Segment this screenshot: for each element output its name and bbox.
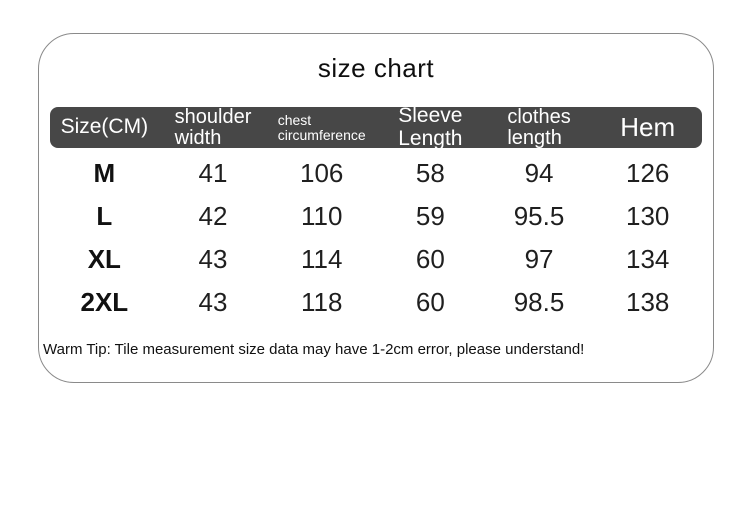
page-title: size chart [317, 53, 435, 83]
value-chest-circumference: 118 [300, 287, 343, 317]
column-header-sleeve-length: Sleeve Length [376, 104, 485, 150]
table-row-xl: XL 43 114 60 97 134 [50, 238, 702, 281]
value-hem: 130 [626, 201, 670, 231]
size-label: XL [87, 244, 121, 274]
column-header-label: chest circumference [277, 111, 366, 143]
value-clothes-length: 98.5 [513, 287, 565, 317]
column-header-label: Sleeve Length [398, 104, 463, 150]
value-hem: 134 [626, 244, 670, 274]
column-header-shoulder-width: shoulder width [159, 105, 268, 149]
value-clothes-length: 94 [524, 158, 554, 188]
column-header-label: clothes length [507, 105, 571, 149]
value-sleeve-length: 59 [415, 201, 445, 231]
size-label: 2XL [80, 287, 129, 317]
table-body: M 41 106 58 94 126 L 42 110 59 95.5 130 … [50, 152, 702, 324]
size-label: M [93, 158, 116, 188]
value-sleeve-length: 60 [415, 244, 445, 274]
column-header-chest-circumference: chest circumference [267, 107, 376, 148]
value-chest-circumference: 110 [300, 201, 343, 231]
table-row-m: M 41 106 58 94 126 [50, 152, 702, 195]
value-hem: 126 [626, 158, 670, 188]
table-header: Size(CM) shoulder width chest circumfere… [50, 104, 702, 150]
value-shoulder-width: 43 [198, 287, 228, 317]
table-row-2xl: 2XL 43 118 60 98.5 138 [50, 281, 702, 324]
value-sleeve-length: 58 [415, 158, 445, 188]
value-sleeve-length: 60 [415, 287, 445, 317]
column-header-size: Size(CM) [50, 107, 159, 148]
column-header-label: Size(CM) [60, 115, 149, 139]
size-label: L [96, 201, 113, 231]
value-clothes-length: 97 [524, 244, 554, 274]
column-header-clothes-length: clothes length [485, 105, 594, 149]
value-clothes-length: 95.5 [513, 201, 565, 231]
value-shoulder-width: 43 [198, 244, 228, 274]
value-shoulder-width: 42 [198, 201, 228, 231]
size-chart-card: size chart Size(CM) shoulder width chest… [38, 33, 714, 383]
warm-tip-text: Warm Tip: Tile measurement size data may… [43, 341, 585, 358]
value-hem: 138 [626, 287, 670, 317]
column-header-label: shoulder width [174, 105, 252, 149]
column-header-label: Hem [620, 111, 676, 142]
value-chest-circumference: 114 [300, 244, 343, 274]
table-row-l: L 42 110 59 95.5 130 [50, 195, 702, 238]
value-chest-circumference: 106 [299, 158, 344, 188]
value-shoulder-width: 41 [198, 158, 228, 188]
column-header-hem: Hem [593, 107, 702, 148]
